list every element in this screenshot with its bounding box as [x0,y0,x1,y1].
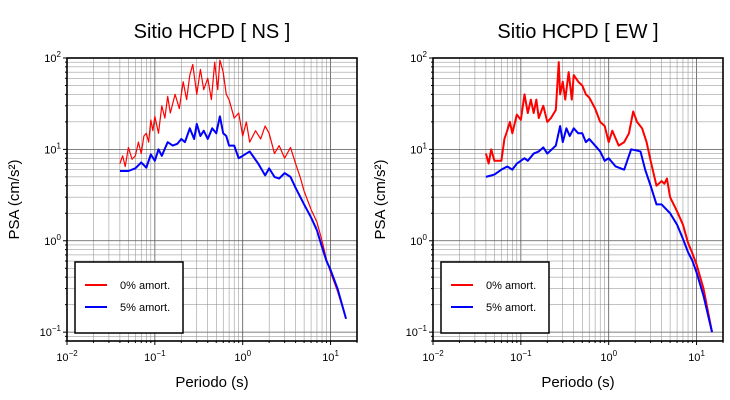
ew-x-tick-label: 100 [600,349,617,364]
ew-legend-box [440,261,550,334]
ew-x-axis-label: Periodo (s) [541,374,614,391]
ns-grid [67,58,357,341]
ns-x-tick-label: 100 [234,349,251,364]
ew-chart-title: Sitio HCPD [ EW ] [497,21,658,43]
ew-x-tick-label: 10−1 [510,349,532,364]
ns-series-group [119,59,347,320]
ns-series-damping-0-line [119,59,347,319]
ns-y-tick-label: 102 [44,50,61,65]
ns-x-tick-label: 10−1 [144,349,166,364]
ns-x-tick-label: 10−2 [56,349,78,364]
ns-x-axis-label: Periodo (s) [175,374,248,391]
ew-legend-label-damping-5: 5% amort. [486,302,536,314]
ns-legend-label-damping-0: 0% amort. [120,280,170,292]
ns-chart-title: Sitio HCPD [ NS ] [134,21,291,43]
ns-x-tick-label: 101 [322,349,339,364]
ns-legend-label-damping-5: 5% amort. [120,302,170,314]
ew-ticks [429,57,724,345]
panel-ns: 10−2 10−1 100 101 10−1 100 101 102 Sitio HCPD [ … [6,21,358,391]
ew-legend: 0% amort. 5% amort. [440,261,550,334]
ns-series-damping-5-line [119,115,347,320]
ns-y-axis-label: PSA (cm/s²) [6,159,23,239]
ew-x-tick-label: 10−2 [422,349,444,364]
ew-series-damping-5-line [485,125,713,333]
ns-ticks [63,57,358,345]
ew-series-group [484,61,714,333]
ns-y-tick-label: 10−1 [40,324,62,339]
panel-ew: 10−2 10−1 100 101 10−1 100 101 102 Sitio HCPD [ … [372,21,724,391]
ew-y-axis-label: PSA (cm/s²) [372,159,389,239]
ew-plot-frame [432,57,724,342]
ew-y-tick-label: 101 [410,141,427,156]
ns-legend: 0% amort. 5% amort. [74,261,184,334]
ns-y-tick-label: 100 [44,233,61,248]
ew-y-tick-label: 100 [410,233,427,248]
ns-y-tick-label: 101 [44,141,61,156]
ew-legend-label-damping-0: 0% amort. [486,280,536,292]
ew-x-tick-label: 101 [688,349,705,364]
ew-y-tick-label: 102 [410,50,427,65]
ew-series-damping-0-line [484,61,714,333]
ns-plot-frame [66,57,358,342]
ns-legend-box [74,261,184,334]
ew-y-tick-label: 10−1 [406,324,428,339]
